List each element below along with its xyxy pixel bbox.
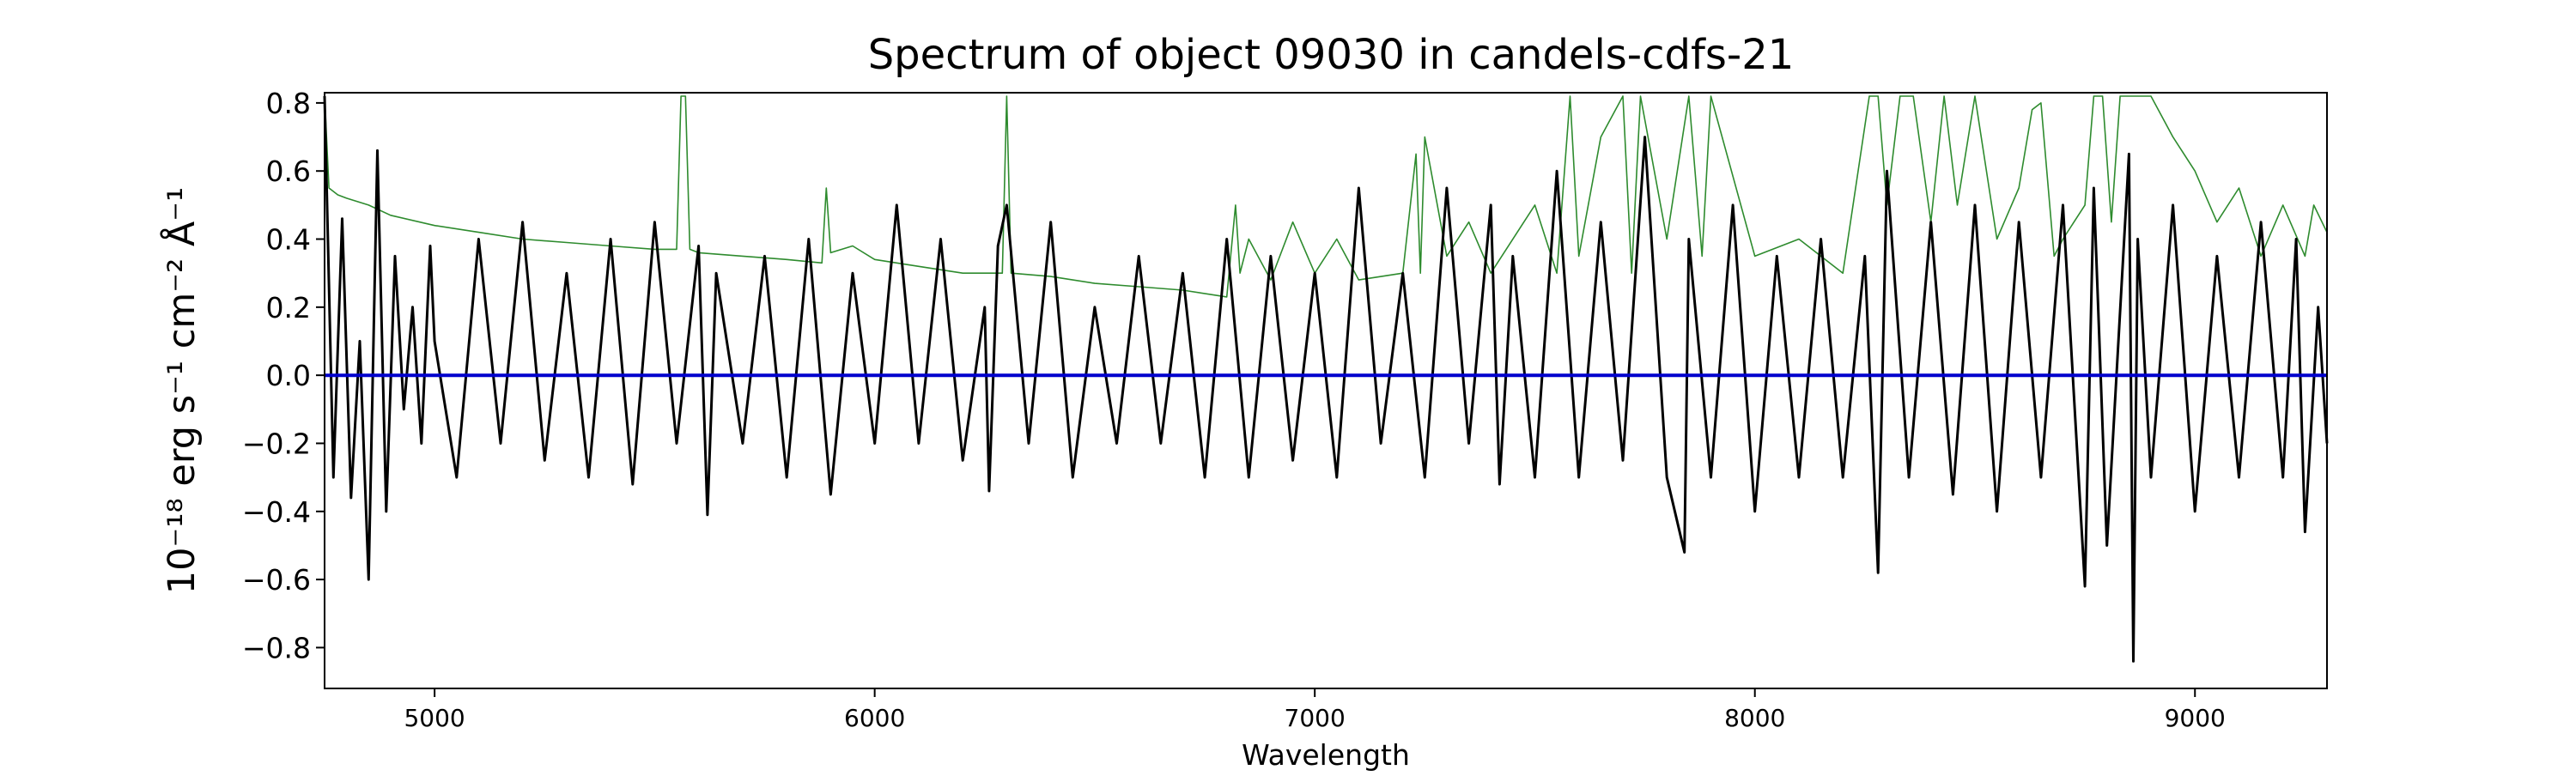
- x-tick-label: 7000: [1285, 704, 1346, 732]
- tick-layer: −0.8 −0.6 −0.4 −0.2 0.0 0.2 0.4 0.6 0.8 5000 6000 7…: [242, 87, 2226, 732]
- x-tick-label: 5000: [404, 704, 465, 732]
- y-tick-label: −0.4: [242, 495, 311, 529]
- y-tick-label: −0.2: [242, 427, 311, 460]
- y-tick-label: 0.8: [266, 87, 311, 120]
- y-tick-label: 0.4: [266, 223, 311, 257]
- x-tick-label: 8000: [1724, 704, 1785, 732]
- x-tick-label: 9000: [2165, 704, 2226, 732]
- y-tick-label: −0.8: [242, 631, 311, 664]
- y-tick-label: 0.2: [266, 291, 311, 324]
- x-axis-label: Wavelength: [1242, 738, 1410, 772]
- y-tick-label: 0.0: [266, 359, 311, 392]
- x-tick-label: 6000: [844, 704, 905, 732]
- y-tick-label: 0.6: [266, 155, 311, 188]
- series-line-flux: [323, 95, 2329, 663]
- series-line-error: [324, 95, 2328, 298]
- y-tick-label: −0.6: [242, 563, 311, 597]
- plot-frame: [324, 92, 2328, 689]
- y-axis-label: 10⁻¹⁸ erg s⁻¹ cm⁻² Å⁻¹: [160, 187, 204, 594]
- series-layer: [323, 95, 2329, 663]
- chart-title: Spectrum of object 09030 in candels-cdfs…: [868, 31, 1795, 79]
